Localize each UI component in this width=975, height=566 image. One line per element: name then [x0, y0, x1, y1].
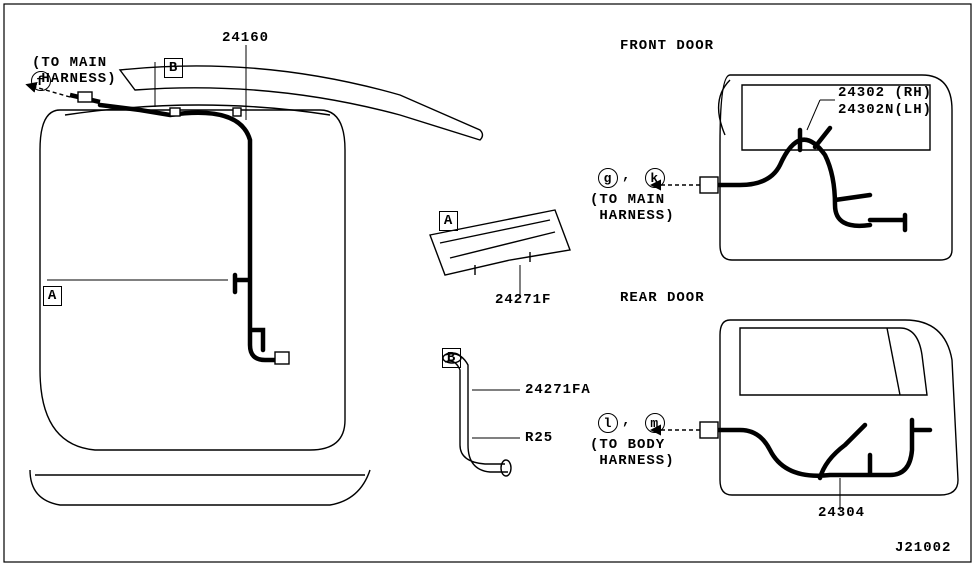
lbl-24160: 24160: [222, 30, 269, 46]
box-B-inset: B: [423, 332, 461, 368]
hdr-front-door: FRONT DOOR: [620, 38, 714, 54]
lbl-24302-rh: 24302 (RH): [838, 85, 932, 101]
circ-g: g: [598, 168, 618, 188]
lbl-24304: 24304: [818, 505, 865, 521]
frame: [4, 4, 971, 562]
lbl-jcode: J21002: [895, 540, 951, 556]
panel-hatch: [30, 66, 483, 505]
box-B-top: B: [145, 42, 183, 78]
box-A-left: A: [24, 270, 62, 306]
to-body: (TO BODY HARNESS): [590, 437, 675, 469]
hdr-rear-door: REAR DOOR: [620, 290, 705, 306]
circ-l: l: [598, 413, 618, 433]
lbl-24302n-lh: 24302N(LH): [838, 102, 932, 118]
lbl-24271FA: 24271FA: [525, 382, 591, 398]
wiring-diagram: [0, 0, 975, 566]
box-A-inset: A: [420, 195, 458, 231]
circ-k: k: [645, 168, 665, 188]
to-main-2: (TO MAIN HARNESS): [590, 192, 675, 224]
circ-m: m: [645, 413, 665, 433]
inset-B: [443, 353, 520, 476]
rear-door: [660, 320, 958, 510]
lbl-24271F: 24271F: [495, 292, 551, 308]
lbl-R25: R25: [525, 430, 553, 446]
to-main-1: (TO MAIN HARNESS): [32, 55, 117, 87]
